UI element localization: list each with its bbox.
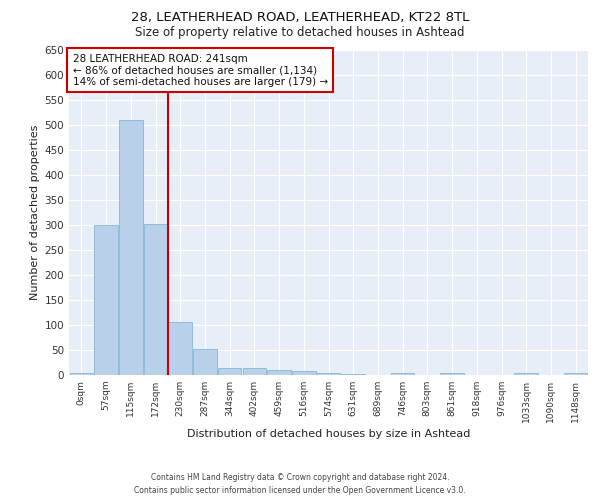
Bar	[564, 372, 587, 375]
Bar	[94, 225, 118, 375]
Bar	[341, 374, 365, 375]
Bar	[317, 372, 340, 375]
Bar	[70, 372, 93, 375]
Bar	[193, 348, 217, 375]
Bar	[144, 224, 167, 375]
Bar	[242, 368, 266, 375]
Bar	[440, 372, 464, 375]
Bar	[514, 372, 538, 375]
Bar	[169, 322, 192, 375]
Text: 28, LEATHERHEAD ROAD, LEATHERHEAD, KT22 8TL: 28, LEATHERHEAD ROAD, LEATHERHEAD, KT22 …	[131, 11, 469, 24]
X-axis label: Distribution of detached houses by size in Ashtead: Distribution of detached houses by size …	[187, 429, 470, 439]
Y-axis label: Number of detached properties: Number of detached properties	[30, 125, 40, 300]
Bar	[218, 368, 241, 375]
Bar	[119, 120, 143, 375]
Bar	[292, 371, 316, 375]
Text: Contains HM Land Registry data © Crown copyright and database right 2024.
Contai: Contains HM Land Registry data © Crown c…	[134, 474, 466, 495]
Bar	[391, 372, 415, 375]
Text: 28 LEATHERHEAD ROAD: 241sqm
← 86% of detached houses are smaller (1,134)
14% of : 28 LEATHERHEAD ROAD: 241sqm ← 86% of det…	[73, 54, 328, 86]
Bar	[268, 370, 291, 375]
Text: Size of property relative to detached houses in Ashtead: Size of property relative to detached ho…	[135, 26, 465, 39]
